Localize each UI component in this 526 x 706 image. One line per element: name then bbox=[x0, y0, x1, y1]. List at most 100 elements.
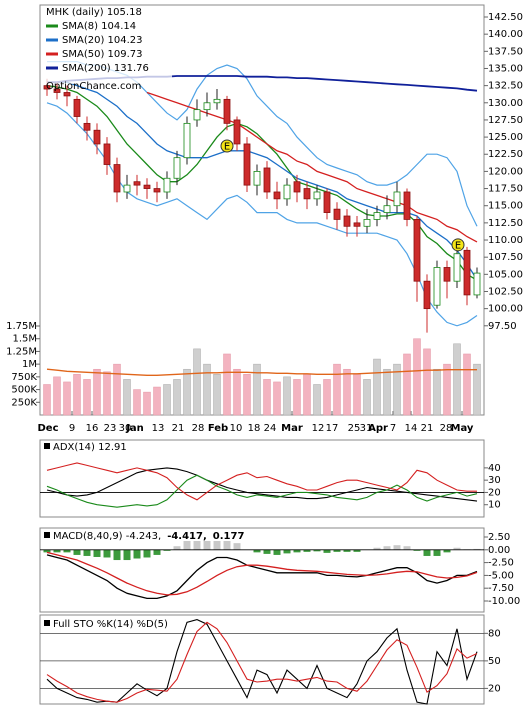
candle-body bbox=[363, 219, 371, 227]
x-tick-label: 13 bbox=[152, 423, 165, 434]
price-tick-label: 120.00 bbox=[488, 166, 523, 177]
price-tick-label: 112.50 bbox=[488, 218, 523, 229]
candle-body bbox=[203, 102, 211, 111]
candle-body bbox=[93, 129, 101, 145]
adx-tick-label: 40 bbox=[488, 463, 501, 474]
adx-tick-label: 10 bbox=[488, 500, 501, 511]
x-tick-label: Apr bbox=[368, 423, 388, 434]
volume-bar bbox=[423, 348, 431, 416]
price-tick-label: 110.00 bbox=[488, 235, 523, 246]
sto-tick-label: 20 bbox=[488, 683, 501, 694]
macd-histogram-bar bbox=[323, 549, 331, 553]
adx-title-bg bbox=[42, 441, 124, 453]
x-tick-label: 28 bbox=[440, 423, 453, 434]
price-tick-label: 142.50 bbox=[488, 12, 523, 23]
candle-body bbox=[183, 122, 191, 159]
volume-bar bbox=[193, 348, 201, 416]
volume-bar bbox=[273, 381, 281, 416]
volume-bar bbox=[113, 363, 121, 416]
adx-tick-label: 30 bbox=[488, 475, 501, 486]
macd-histogram-bar bbox=[473, 548, 481, 550]
macd-histogram-bar bbox=[173, 546, 181, 550]
macd-histogram-bar bbox=[223, 537, 231, 550]
candle-body bbox=[473, 272, 481, 296]
x-tick-label: 28 bbox=[192, 423, 205, 434]
volume-bar bbox=[183, 368, 191, 416]
adx-line bbox=[46, 467, 478, 502]
macd-line bbox=[46, 551, 478, 596]
macd-title-part: -4.417, bbox=[167, 531, 207, 542]
price-tick-label: 130.00 bbox=[488, 98, 523, 109]
volume-bar bbox=[173, 379, 181, 416]
price-tick-label: 100.00 bbox=[488, 304, 523, 315]
macd-histogram-bar bbox=[63, 549, 71, 553]
volume-bar bbox=[463, 353, 471, 416]
sto-title: Full STO %K(14) %D(5) bbox=[53, 619, 168, 630]
x-tick-label: 30 bbox=[119, 423, 132, 434]
macd-histogram-bar bbox=[183, 538, 191, 550]
legend-label: SMA(200) 131.76 bbox=[62, 63, 149, 74]
macd-histogram-bar bbox=[443, 549, 451, 553]
x-tick-label: Feb bbox=[208, 423, 228, 434]
sto-title-bg bbox=[42, 617, 174, 629]
macd-panel bbox=[39, 527, 485, 613]
candle-body bbox=[243, 143, 251, 186]
macd-histogram-bar bbox=[303, 549, 311, 552]
volume-bar bbox=[263, 379, 271, 416]
candle-body bbox=[443, 267, 451, 282]
sto-tick-label: 50 bbox=[488, 656, 501, 667]
macd-tick-label: -7.50 bbox=[488, 583, 514, 594]
volume-bar bbox=[373, 358, 381, 416]
volume-bar bbox=[123, 379, 131, 416]
candle-body bbox=[43, 85, 51, 90]
price-tick-label: 127.50 bbox=[488, 115, 523, 126]
volume-tick-label: 500K bbox=[11, 385, 37, 396]
volume-bar bbox=[143, 391, 151, 416]
x-tick-label: 21 bbox=[172, 423, 185, 434]
volume-bar bbox=[43, 384, 51, 416]
candle-body bbox=[373, 212, 381, 220]
macd-histogram-bar bbox=[283, 549, 291, 554]
candle-body bbox=[423, 280, 431, 310]
candle-body bbox=[163, 177, 171, 193]
volume-bar bbox=[233, 368, 241, 416]
volume-bar bbox=[333, 363, 341, 416]
volume-bar bbox=[203, 363, 211, 416]
sto-line bbox=[46, 621, 478, 703]
macd-histogram-bar bbox=[423, 549, 431, 556]
candle-body bbox=[353, 222, 361, 227]
candle-body bbox=[323, 191, 331, 213]
price-tick-label: 135.00 bbox=[488, 63, 523, 74]
volume-bar bbox=[443, 363, 451, 416]
candle-body bbox=[293, 181, 301, 193]
candle-body bbox=[213, 98, 221, 104]
volume-bar bbox=[213, 374, 221, 416]
candle-body bbox=[173, 157, 181, 179]
macd-histogram-bar bbox=[233, 543, 241, 550]
volume-bar bbox=[73, 374, 81, 416]
legend-label: SMA(20) 104.23 bbox=[62, 35, 143, 46]
volume-bar bbox=[293, 379, 301, 416]
volume-bar bbox=[403, 353, 411, 416]
candle-body bbox=[393, 191, 401, 207]
macd-histogram-bar bbox=[293, 549, 301, 553]
candle-body bbox=[263, 167, 271, 193]
macd-histogram-bar bbox=[143, 549, 151, 558]
macd-histogram-bar bbox=[433, 549, 441, 556]
candle-body bbox=[383, 205, 391, 213]
macd-histogram-bar bbox=[193, 532, 201, 550]
candle-body bbox=[463, 249, 471, 296]
x-tick-label: 24 bbox=[264, 423, 277, 434]
candle-body bbox=[433, 267, 441, 306]
price-tick-label: 117.50 bbox=[488, 184, 523, 195]
volume-bar bbox=[163, 384, 171, 416]
watermark: OptionChance.com bbox=[46, 81, 141, 92]
macd-histogram-bar bbox=[103, 549, 111, 558]
candle-body bbox=[153, 188, 161, 193]
volume-bar bbox=[133, 389, 141, 416]
volume-bar bbox=[103, 371, 111, 416]
macd-histogram-bar bbox=[403, 546, 411, 550]
volume-bar bbox=[383, 368, 391, 416]
macd-histogram-bar bbox=[273, 549, 281, 555]
